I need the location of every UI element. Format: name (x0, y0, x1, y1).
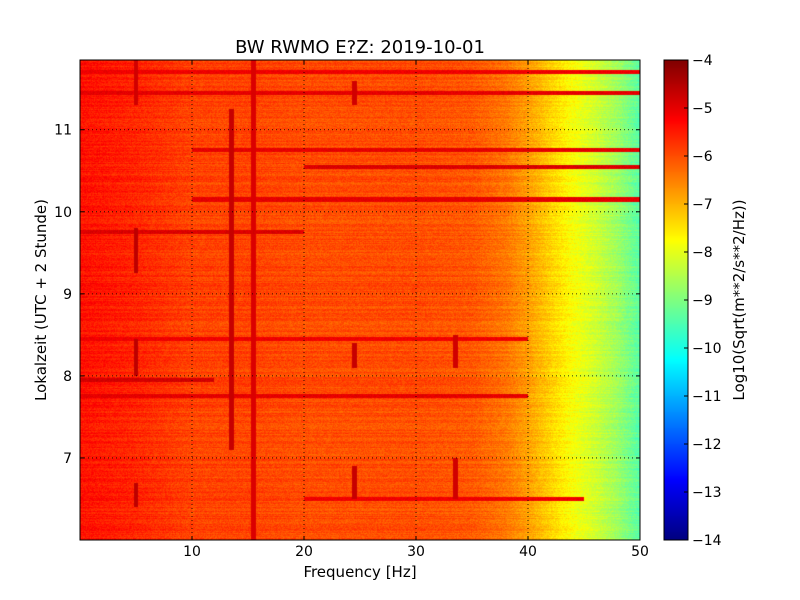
colorbar-label: Log10(Sqrt(m**2/s**2/Hz)) (730, 199, 748, 400)
x-tick-label: 40 (519, 544, 537, 560)
spectrogram-plot-area (80, 60, 640, 540)
colorbar-tick-label: −12 (692, 437, 722, 453)
colorbar-tick-label: −10 (692, 341, 722, 357)
x-tick-label: 20 (295, 544, 313, 560)
y-tick-label: 10 (54, 205, 72, 221)
x-axis-ticks: 10 20 30 40 50 (183, 60, 649, 560)
chart-title: BW RWMO E?Z: 2019-10-01 (235, 37, 485, 58)
grid-lines (80, 60, 640, 540)
x-tick-label: 10 (183, 544, 201, 560)
plot-frame (79, 59, 641, 541)
x-tick-label: 50 (631, 544, 649, 560)
y-tick-label: 7 (63, 451, 72, 467)
x-axis-label: Frequency [Hz] (303, 563, 416, 581)
colorbar-tick-label: −6 (692, 149, 713, 165)
y-tick-label: 9 (63, 287, 72, 303)
colorbar-tick-label: −14 (692, 533, 722, 549)
colorbar-ticks: −4 −5 −6 −7 −8 −9 −10 −11 −12 −13 −14 (684, 53, 722, 549)
colorbar-tick-label: −11 (692, 389, 722, 405)
colorbar-tick-label: −9 (692, 293, 713, 309)
colorbar-tick-label: −7 (692, 197, 713, 213)
colorbar-tick-label: −13 (692, 485, 722, 501)
y-axis-ticks: 7 8 9 10 11 (54, 123, 640, 467)
y-axis-label: Lokalzeit (UTC + 2 Stunde) (32, 199, 50, 401)
y-tick-label: 11 (54, 123, 72, 139)
x-tick-label: 30 (407, 544, 425, 560)
y-tick-label: 8 (63, 369, 72, 385)
colorbar-tick-label: −8 (692, 245, 713, 261)
colorbar-tick-label: −5 (692, 101, 713, 117)
colorbar-tick-label: −4 (692, 53, 713, 69)
